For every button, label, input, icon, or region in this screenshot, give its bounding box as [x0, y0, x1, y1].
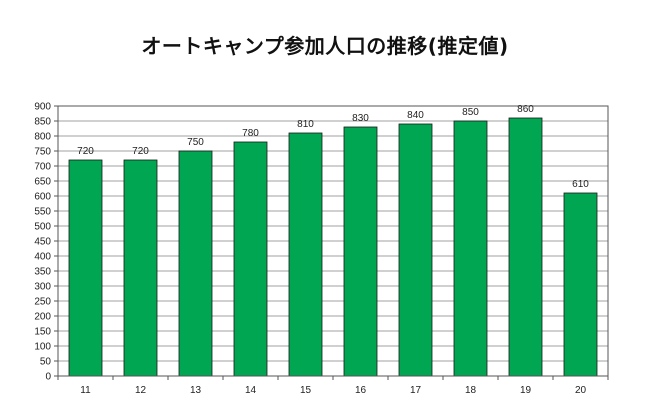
- y-tick-label: 0: [45, 372, 51, 383]
- y-tick-label: 500: [34, 222, 51, 233]
- chart-title: オートキャンプ参加人口の推移(推定値): [141, 34, 509, 58]
- data-label-20: 610: [572, 179, 589, 190]
- bar-18: [453, 120, 488, 377]
- x-tick-label-17: 17: [410, 385, 422, 396]
- x-tick-label-20: 20: [575, 385, 587, 396]
- bar-14: [233, 141, 268, 377]
- data-label-12: 720: [132, 146, 149, 157]
- bar-17: [398, 123, 433, 377]
- y-tick-label: 700: [34, 162, 51, 173]
- data-label-11: 720: [77, 146, 94, 157]
- y-tick-label: 200: [34, 312, 51, 323]
- bar-12: [123, 159, 158, 377]
- y-tick-label: 750: [34, 147, 51, 158]
- axes: [54, 105, 609, 380]
- y-tick-label: 800: [34, 132, 51, 143]
- x-tick-label-13: 13: [190, 385, 202, 396]
- bar-11: [68, 159, 103, 377]
- data-label-16: 830: [352, 113, 369, 124]
- y-tick-label: 850: [34, 117, 51, 128]
- y-tick-label: 900: [34, 102, 51, 113]
- x-tick-label-12: 12: [135, 385, 147, 396]
- y-tick-label: 150: [34, 327, 51, 338]
- y-tick-label: 650: [34, 177, 51, 188]
- x-tick-label-18: 18: [465, 385, 477, 396]
- data-label-13: 750: [187, 137, 204, 148]
- y-tick-label: 50: [40, 357, 52, 368]
- data-label-17: 840: [407, 110, 424, 121]
- bar-19: [508, 117, 543, 377]
- data-label-19: 860: [517, 104, 534, 115]
- y-tick-label: 300: [34, 282, 51, 293]
- bar-15: [288, 132, 323, 377]
- bar-13: [178, 150, 213, 377]
- y-tick-label: 250: [34, 297, 51, 308]
- data-label-15: 810: [297, 119, 314, 130]
- x-tick-label-19: 19: [520, 385, 532, 396]
- y-tick-label: 450: [34, 237, 51, 248]
- data-label-18: 850: [462, 107, 479, 118]
- bar-20: [563, 192, 598, 377]
- x-tick-label-15: 15: [300, 385, 312, 396]
- labels: 0 50 100 150 200 250 300 350 400 450 500 550 600 650 7…: [34, 102, 589, 397]
- bars: [68, 117, 598, 377]
- x-tick-label-16: 16: [355, 385, 367, 396]
- y-tick-label: 100: [34, 342, 51, 353]
- y-tick-label: 350: [34, 267, 51, 278]
- y-tick-label: 550: [34, 207, 51, 218]
- bar-16: [343, 126, 378, 377]
- data-label-14: 780: [242, 128, 259, 139]
- y-tick-label: 400: [34, 252, 51, 263]
- y-tick-label: 600: [34, 192, 51, 203]
- x-tick-label-14: 14: [245, 385, 257, 396]
- x-tick-label-11: 11: [80, 385, 91, 396]
